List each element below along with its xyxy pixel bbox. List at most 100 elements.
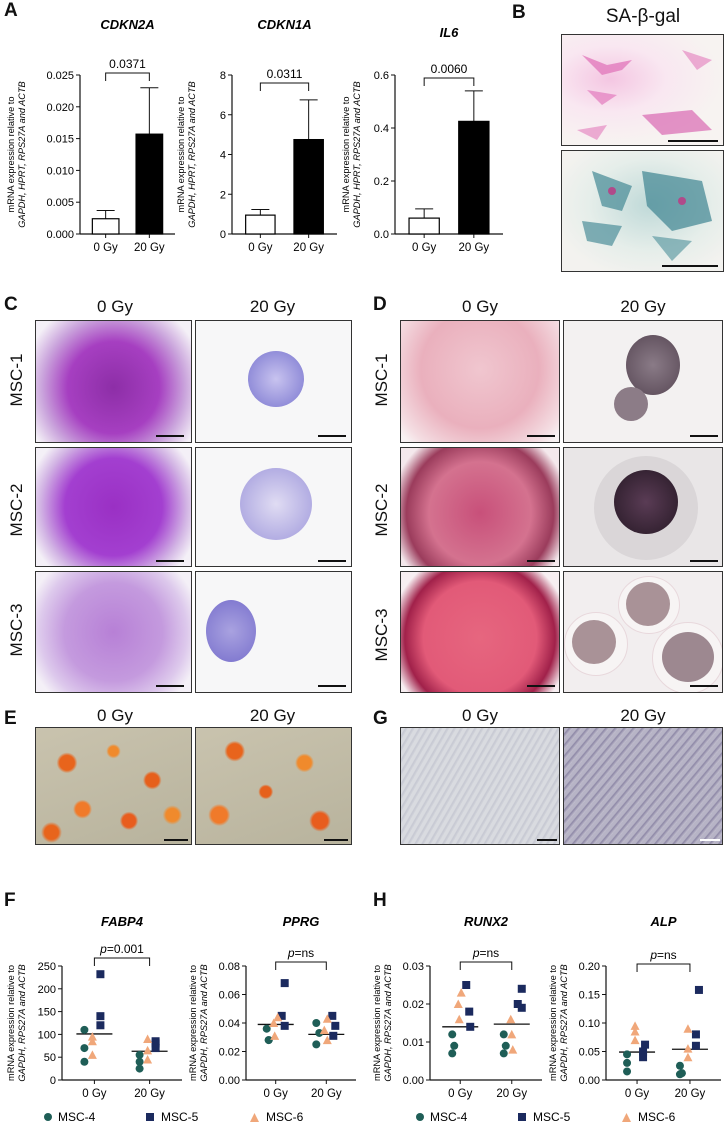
legend-label-msc5: MSC-5 (533, 1110, 571, 1124)
c-row-label-msc1: MSC-1 (7, 353, 26, 407)
data-point-msc-4 (80, 1057, 89, 1066)
data-point-msc-5 (328, 1011, 337, 1020)
data-point-msc-6 (683, 1024, 693, 1033)
legend-left: MSC-4 MSC-5 MSC-6 (44, 1110, 304, 1124)
legend-marker-msc4 (44, 1113, 52, 1121)
c-msc3-0gy-image (35, 571, 192, 693)
panel-label-e: E (4, 708, 17, 729)
d-msc3-0gy-image (400, 571, 560, 693)
data-point-msc-4 (80, 1044, 89, 1053)
panel-label-f: F (4, 890, 16, 911)
e-0gy-image (35, 727, 192, 845)
data-point-msc-4 (135, 1064, 144, 1073)
data-point-msc-4 (675, 1061, 684, 1070)
x-tick-label: 20 Gy (311, 1088, 342, 1100)
data-point-msc-6 (87, 1050, 97, 1059)
legend-label-msc6: MSC-6 (266, 1110, 304, 1124)
data-point-msc-6 (683, 1052, 693, 1062)
sa-beta-gal-0gy-image (561, 34, 724, 146)
d-header-20gy: 20 Gy (620, 297, 666, 316)
chart-cdkn1a: CDKN1A mRNA expression relative toGAPDH, … (176, 17, 337, 254)
y-tick-label: 0.03 (403, 961, 424, 973)
x-tick-label: 20 Gy (134, 242, 165, 254)
data-point-msc-5 (280, 979, 289, 988)
y-tick-label: 0 (50, 1075, 56, 1087)
panel-label-h: H (373, 890, 387, 911)
d-row-label-msc3: MSC-3 (372, 608, 391, 662)
data-point-msc-4 (675, 1070, 684, 1079)
chart-fabp4: FABP4 mRNA expression relative toGAPDH, R… (6, 914, 182, 1100)
x-tick-label: 0 Gy (94, 242, 119, 254)
pellet (662, 632, 714, 682)
data-point-msc-5 (694, 985, 703, 994)
data-point-msc-4 (623, 1050, 632, 1059)
legend-marker-msc6 (622, 1113, 631, 1122)
bar (458, 120, 490, 235)
data-point-msc-6 (630, 1027, 640, 1036)
chart-title: CDKN2A (100, 17, 154, 32)
data-point-msc-6 (143, 1034, 153, 1043)
significance-bracket (636, 963, 691, 972)
p-value-label: 0.0371 (109, 57, 146, 71)
x-tick-label: 0 Gy (625, 1088, 650, 1100)
e-header-20gy: 20 Gy (249, 706, 296, 725)
chart-title: ALP (650, 914, 677, 929)
x-tick-label: 20 Gy (675, 1088, 706, 1100)
chart-alp: ALP mRNA expression relative toGAPDH, RPS… (548, 914, 721, 1100)
x-tick-label: 0 Gy (82, 1088, 107, 1100)
y-tick-label: 0.005 (46, 197, 74, 209)
data-point-msc-5 (280, 1021, 289, 1030)
data-point-msc-5 (96, 970, 105, 979)
legend-label-msc5: MSC-5 (161, 1110, 199, 1124)
data-point-msc-5 (641, 1040, 650, 1049)
y-tick-label: 0.01 (403, 1037, 424, 1049)
y-tick-label: 0.06 (219, 990, 240, 1002)
y-tick-label: 0.020 (46, 102, 74, 114)
scale-bar (156, 435, 184, 437)
data-point-msc-6 (453, 999, 463, 1008)
bar (245, 214, 276, 235)
legend-label-msc6: MSC-6 (638, 1110, 676, 1124)
d-msc1-0gy-image (400, 320, 560, 443)
y-tick-label: 0.000 (46, 229, 74, 241)
panel-label-b: B (512, 2, 526, 23)
data-point-msc-4 (623, 1067, 632, 1076)
legend-right: MSC-4 MSC-5 MSC-6 (416, 1110, 676, 1124)
data-point-msc-5 (517, 984, 526, 993)
data-point-msc-4 (135, 1057, 144, 1066)
bar (408, 217, 440, 235)
y-tick-label: 0.6 (374, 70, 389, 82)
data-point-msc-6 (143, 1045, 153, 1055)
c-row-label-msc3: MSC-3 (7, 603, 26, 657)
y-axis-label: mRNA expression relative toGAPDH, RPS27A… (6, 964, 27, 1081)
y-tick-label: 0.02 (403, 999, 424, 1011)
scale-bar (527, 435, 555, 437)
bar (91, 218, 120, 235)
data-point-msc-5 (691, 1030, 700, 1039)
y-tick-label: 0.010 (46, 165, 74, 177)
d-header-0gy: 0 Gy (462, 297, 498, 316)
data-point-msc-6 (508, 1045, 518, 1054)
y-tick-label: 0.08 (219, 961, 240, 973)
y-tick-label: 50 (44, 1052, 56, 1064)
data-point-msc-5 (151, 1044, 160, 1053)
y-tick-label: 0.00 (219, 1075, 240, 1087)
p-value-label: p=0.001 (99, 942, 144, 956)
legend-marker-msc5 (518, 1113, 526, 1121)
scale-bar (662, 265, 718, 267)
c-msc3-20gy-image (195, 571, 352, 693)
data-point-msc-5 (466, 1022, 475, 1031)
scale-bar (156, 560, 184, 562)
data-point-msc-6 (454, 1014, 464, 1024)
x-tick-label: 20 Gy (134, 1088, 165, 1100)
p-value-label: p=ns (649, 948, 676, 962)
y-tick-label: 0.15 (579, 990, 600, 1002)
y-tick-label: 150 (38, 1007, 56, 1019)
y-tick-label: 0.00 (403, 1075, 424, 1087)
data-point-msc-6 (683, 1044, 693, 1053)
data-point-msc-6 (87, 1032, 97, 1041)
y-tick-label: 0.4 (374, 123, 389, 135)
data-point-msc-5 (96, 1021, 105, 1030)
c-msc2-20gy-image (195, 447, 352, 567)
c-msc1-20gy-image (195, 320, 352, 443)
